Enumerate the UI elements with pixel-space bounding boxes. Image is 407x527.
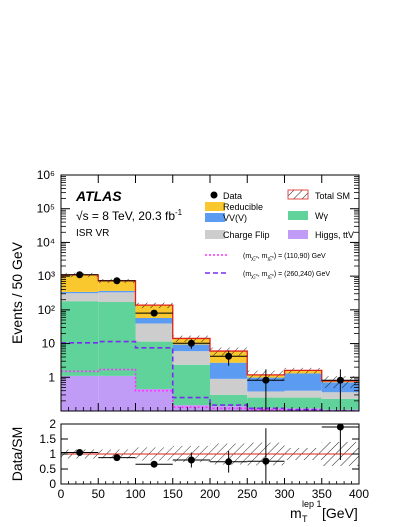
legend-wgamma-swatch [288,211,308,220]
x-axis-title-sup: lep 1 [302,499,322,509]
y-tick-label-6: 10⁶ [37,168,55,182]
legend-wgamma-label: Wγ [315,211,328,221]
energy-lumi-label: √s = 8 TeV, 20.3 fb-1 [76,208,183,223]
x-tick-label-4: 200 [200,487,220,501]
stack-bar-1-bin-1 [98,301,136,376]
stack-bar-4-bin-0 [61,274,99,292]
stack-bar-1-bin-0 [61,301,99,376]
x-tick-label-7: 350 [312,487,332,501]
region-label: ISR VR [76,228,109,239]
ratio-axes: 00.511.52 0 50 100 150 200 250 300 350 400 [39,417,369,501]
stack-bar-2-bin-4 [210,378,248,395]
stack-bar-0-bin-0 [61,375,99,411]
ratio-point-3 [187,456,195,464]
stack-bar-0-bin-1 [98,375,136,411]
y-tick-label-5: 10⁵ [37,202,55,216]
x-tick-label-6: 300 [274,487,294,501]
legend-vvv-swatch [205,213,225,222]
x-tick-label-8: 400 [349,487,369,501]
data-point-5 [262,376,270,384]
data-point-2 [150,309,158,317]
ratio-data-layer [61,423,359,484]
ratio-point-4 [225,458,233,466]
x-axis-title-sub: T [302,514,308,524]
ratio-y-axis-title: Data/SM [9,427,25,481]
legend-signal2-label: (mχ̃₂⁰, mχ̃₁⁰) = (260,240) GeV [243,271,330,280]
ratio-y-tick-label-0: 0 [49,477,56,491]
ratio-point-0 [76,449,84,456]
data-point-3 [187,339,195,347]
legend-data-marker [210,191,218,199]
x-axis-title-unit: [GeV] [322,505,358,521]
stack-bar-2-bin-3 [172,351,210,365]
legend-vvv-label: VV(V) [223,213,247,223]
y-tick-label-2: 10² [38,303,55,317]
y-tick-label-4: 10⁴ [36,235,55,249]
legend-data-label: Data [223,191,242,201]
stack-bar-0-bin-3 [172,405,210,411]
data-point-0 [76,271,84,279]
legend-higgs-swatch [288,230,308,239]
stack-bar-3-bin-4 [210,362,248,379]
legend-signal1-label: (mχ̃₂⁰, mχ̃₁⁰) = (110,90) GeV [243,253,326,262]
legend-totalsm-swatch [287,189,309,200]
stack-bar-2-bin-0 [61,293,99,302]
x-tick-label-2: 100 [125,487,145,501]
stack-bar-1-bin-2 [135,341,173,389]
stack-bar-1-bin-3 [172,364,210,406]
ratio-y-tick-label-3: 1.5 [39,432,56,446]
x-tick-label-1: 50 [92,487,106,501]
ratio-y-tick-label-4: 2 [49,417,56,431]
x-tick-label-3: 150 [163,487,183,501]
legend-chargeflip-label: Charge Flip [223,230,270,240]
y-axis-title: Events / 50 GeV [9,241,25,344]
x-tick-label-0: 0 [58,487,65,501]
stack-bar-1-bin-6 [284,397,322,409]
ratio-point-2 [150,460,158,468]
main-axes: 1 10 10² 10³ 10⁴ 10⁵ 10⁶ [36,168,360,411]
legend-totalsm-label: Total SM [315,191,350,201]
legend-reducible-swatch [205,202,225,211]
stack-bar-1-bin-4 [210,394,248,407]
stack-bar-2-bin-6 [284,390,322,398]
stack-bar-3-bin-6 [284,373,322,391]
x-axis-title: m T lep 1 [GeV] [290,499,358,524]
stack-bar-0-bin-2 [135,388,173,411]
ratio-y-tick-label-2: 1 [49,447,56,461]
x-tick-label-5: 250 [237,487,257,501]
y-tick-label-1: 10 [42,337,56,351]
stack-bar-3-bin-2 [135,317,173,324]
stack-bar-4-bin-1 [98,280,136,291]
stack-bar-3-bin-1 [98,290,136,293]
data-layer [61,271,359,411]
ratio-point-1 [113,454,121,462]
x-axis-title-main: m [290,505,302,521]
stack-bar-3-bin-0 [61,291,99,294]
y-tick-label-3: 10³ [38,269,55,283]
data-point-4 [225,352,233,360]
legend-chargeflip-swatch [205,230,225,239]
legend: Data Total SM Reducible VV(V) Wγ Charge … [205,189,354,280]
atlas-label: ATLAS [75,188,122,204]
data-point-6 [336,376,344,384]
stack-bar-2-bin-1 [98,292,136,302]
ratio-y-tick-label-1: 0.5 [39,462,56,476]
legend-higgs-label: Higgs, ttV [315,230,354,240]
ratio-point-5 [262,457,270,465]
data-point-1 [113,277,121,285]
stack-bar-2-bin-2 [135,323,173,342]
ratio-point-6 [336,423,344,431]
y-tick-label-0: 1 [48,370,55,384]
legend-reducible-label: Reducible [223,202,263,212]
signal-line-1 [61,340,359,411]
